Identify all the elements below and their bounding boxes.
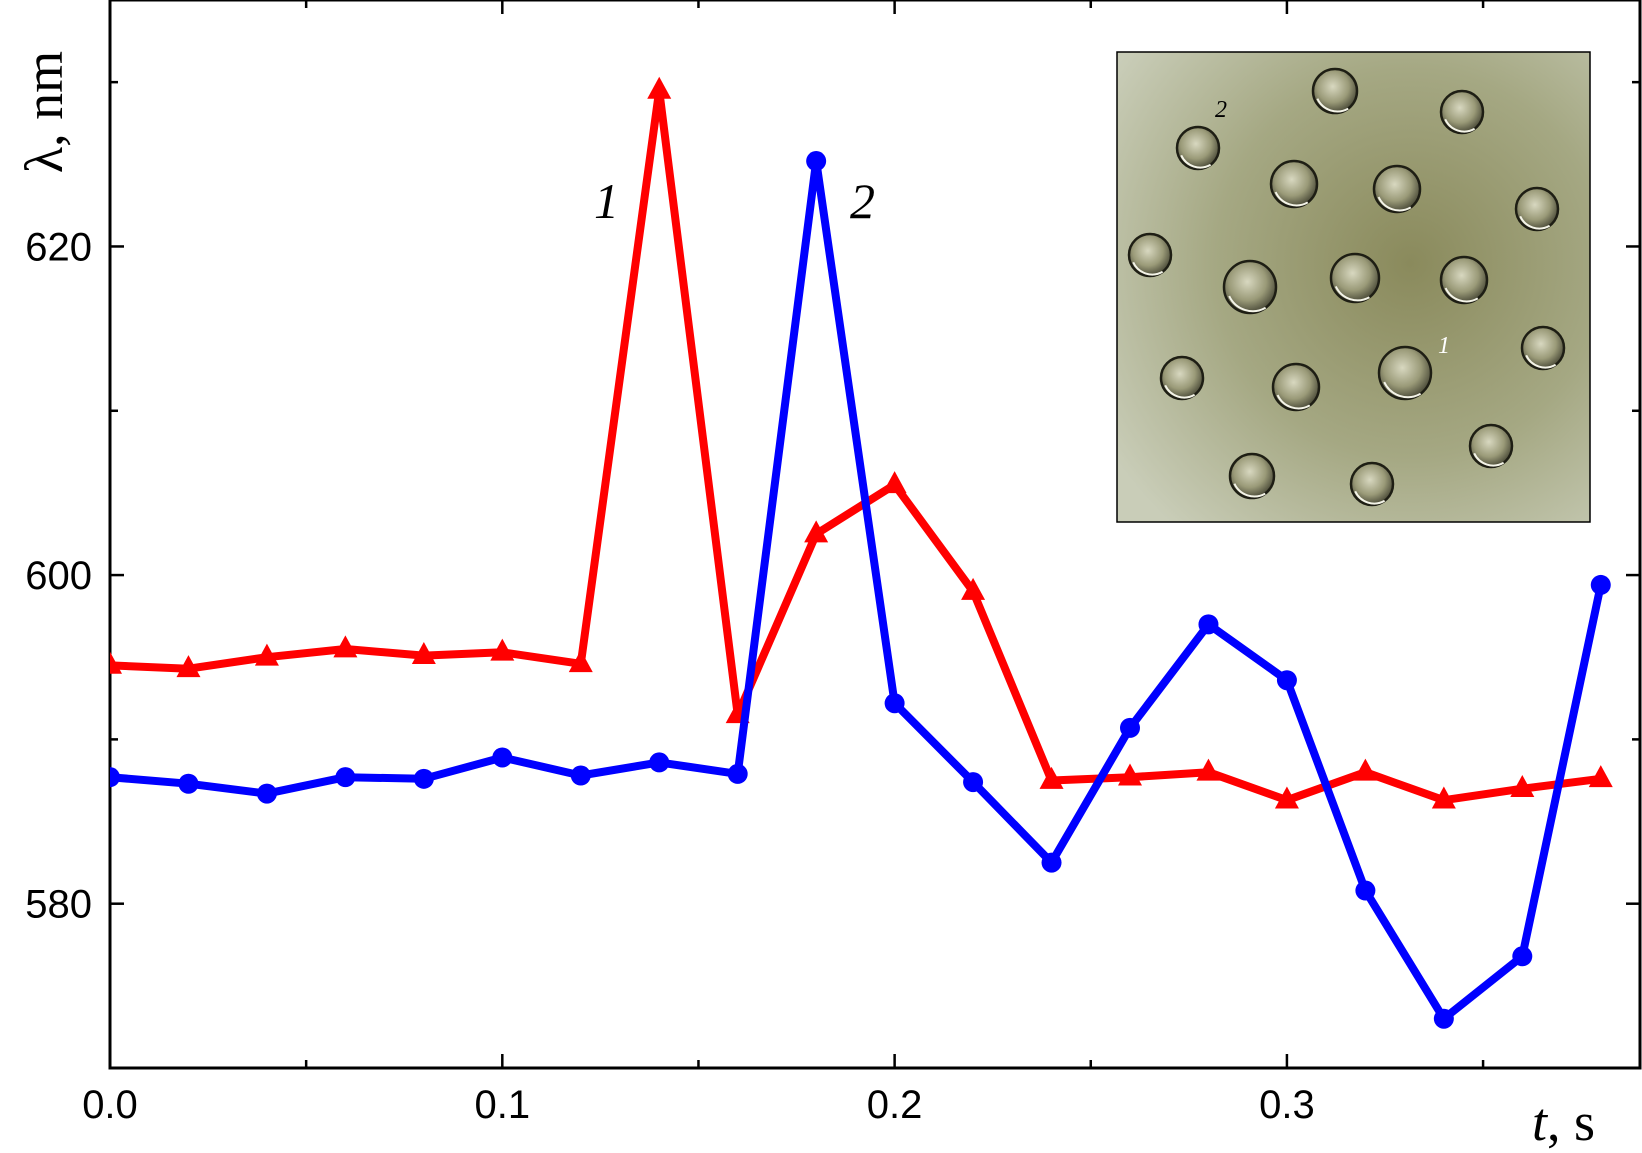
curve-label-1: 1 [594, 173, 619, 229]
series-2-point [492, 747, 513, 768]
series-2-point [178, 773, 199, 794]
series-2-point [335, 767, 356, 788]
series-1-point [1196, 758, 1221, 781]
droplet [1329, 252, 1381, 304]
droplet-highlight [1228, 295, 1267, 313]
droplet [1372, 164, 1422, 214]
droplet [1468, 423, 1514, 469]
series-2-point [1512, 946, 1533, 967]
x-axis-unit: , s [1547, 1092, 1595, 1152]
series-2-point [1041, 852, 1062, 873]
x-axis-var: t [1532, 1092, 1549, 1152]
plot-frame [108, 0, 1642, 1070]
series-1-point [333, 635, 358, 658]
series-1-point [568, 650, 593, 673]
droplet [1520, 325, 1566, 371]
droplet-highlight [1525, 354, 1557, 369]
droplet-highlight [1334, 285, 1370, 302]
droplet-highlight [1164, 384, 1196, 399]
series-2-point [256, 783, 277, 804]
series-1-point [1039, 766, 1064, 789]
droplet [1159, 355, 1205, 401]
series-1-point [490, 638, 515, 661]
y-tick-label: 620 [25, 225, 92, 269]
series-2-point [1120, 717, 1140, 738]
series-2-point [1198, 614, 1219, 635]
series-2-point [110, 767, 120, 788]
inset-label-2: 2 [1215, 97, 1227, 123]
droplet-highlight [1276, 394, 1311, 410]
inset-label-1: 1 [1438, 333, 1450, 359]
series-2-point [963, 772, 984, 793]
series-1-line [110, 86, 1602, 805]
droplet-highlight [1354, 490, 1386, 505]
droplet [1127, 232, 1173, 278]
droplet [1269, 159, 1319, 209]
series-1-point [176, 655, 201, 678]
droplet [1439, 89, 1485, 135]
series-2-point [1433, 1008, 1454, 1029]
series-2-point [806, 151, 827, 172]
series-2-point [1590, 574, 1611, 595]
droplet-highlight [1180, 154, 1212, 169]
droplet [1349, 461, 1395, 507]
y-tick-label: 580 [25, 883, 92, 927]
x-tick-label: 0.1 [475, 1083, 531, 1127]
series-2-point [1355, 880, 1376, 901]
series-2-point [570, 765, 591, 786]
series-2-point [1276, 670, 1297, 691]
droplet [1377, 345, 1433, 401]
y-tick-label: 600 [25, 554, 92, 598]
series-2-line [110, 157, 1605, 1023]
droplet-highlight [1519, 215, 1551, 230]
series-1-point [254, 643, 279, 666]
series-1-point [647, 76, 672, 99]
series-group [110, 76, 1613, 1029]
droplet [1175, 125, 1221, 171]
droplet [1222, 259, 1278, 315]
x-tick-label: 0.0 [82, 1083, 138, 1127]
droplet [1439, 255, 1489, 305]
series-1-point [1118, 763, 1142, 786]
series-1-point [1274, 786, 1299, 809]
droplet [1514, 186, 1560, 232]
series-1-point [961, 577, 986, 600]
axis-ticks: 0.0 0.1 0.2 0.3 580 600 620 [25, 0, 1640, 1127]
series-1-point [1588, 765, 1613, 788]
droplet [1311, 67, 1359, 115]
series-1-point [1510, 775, 1535, 798]
series-1-point [882, 471, 907, 494]
droplet-highlight [1444, 287, 1479, 303]
droplet-highlight [1233, 483, 1266, 498]
x-axis-title: t, s [1532, 1092, 1595, 1152]
droplet-highlight [1383, 381, 1422, 399]
droplet [1228, 452, 1276, 500]
droplet-highlight [1316, 98, 1349, 113]
series-2-point [649, 752, 670, 773]
series-1-point [1431, 786, 1456, 809]
droplet [1271, 362, 1321, 412]
droplet-highlight [1444, 118, 1476, 133]
series-1-point [110, 651, 122, 674]
series-2-point [413, 768, 434, 789]
droplet-highlight [1132, 261, 1164, 276]
y-axis-title: λ, nm [14, 51, 74, 173]
droplet-grid [1127, 67, 1566, 507]
series-1-point [1353, 758, 1378, 781]
series-2-point [884, 693, 905, 714]
x-tick-label: 0.2 [867, 1083, 923, 1127]
droplet-highlight [1377, 196, 1412, 212]
droplet-highlight [1473, 452, 1505, 467]
series-1-point [411, 641, 436, 664]
series-2-point [727, 763, 748, 784]
x-tick-label: 0.3 [1259, 1083, 1315, 1127]
curve-label-2: 2 [850, 173, 875, 229]
droplet-highlight [1274, 191, 1309, 207]
inset-micrograph: 2 1 [1116, 51, 1591, 523]
series-1-point [804, 520, 829, 543]
